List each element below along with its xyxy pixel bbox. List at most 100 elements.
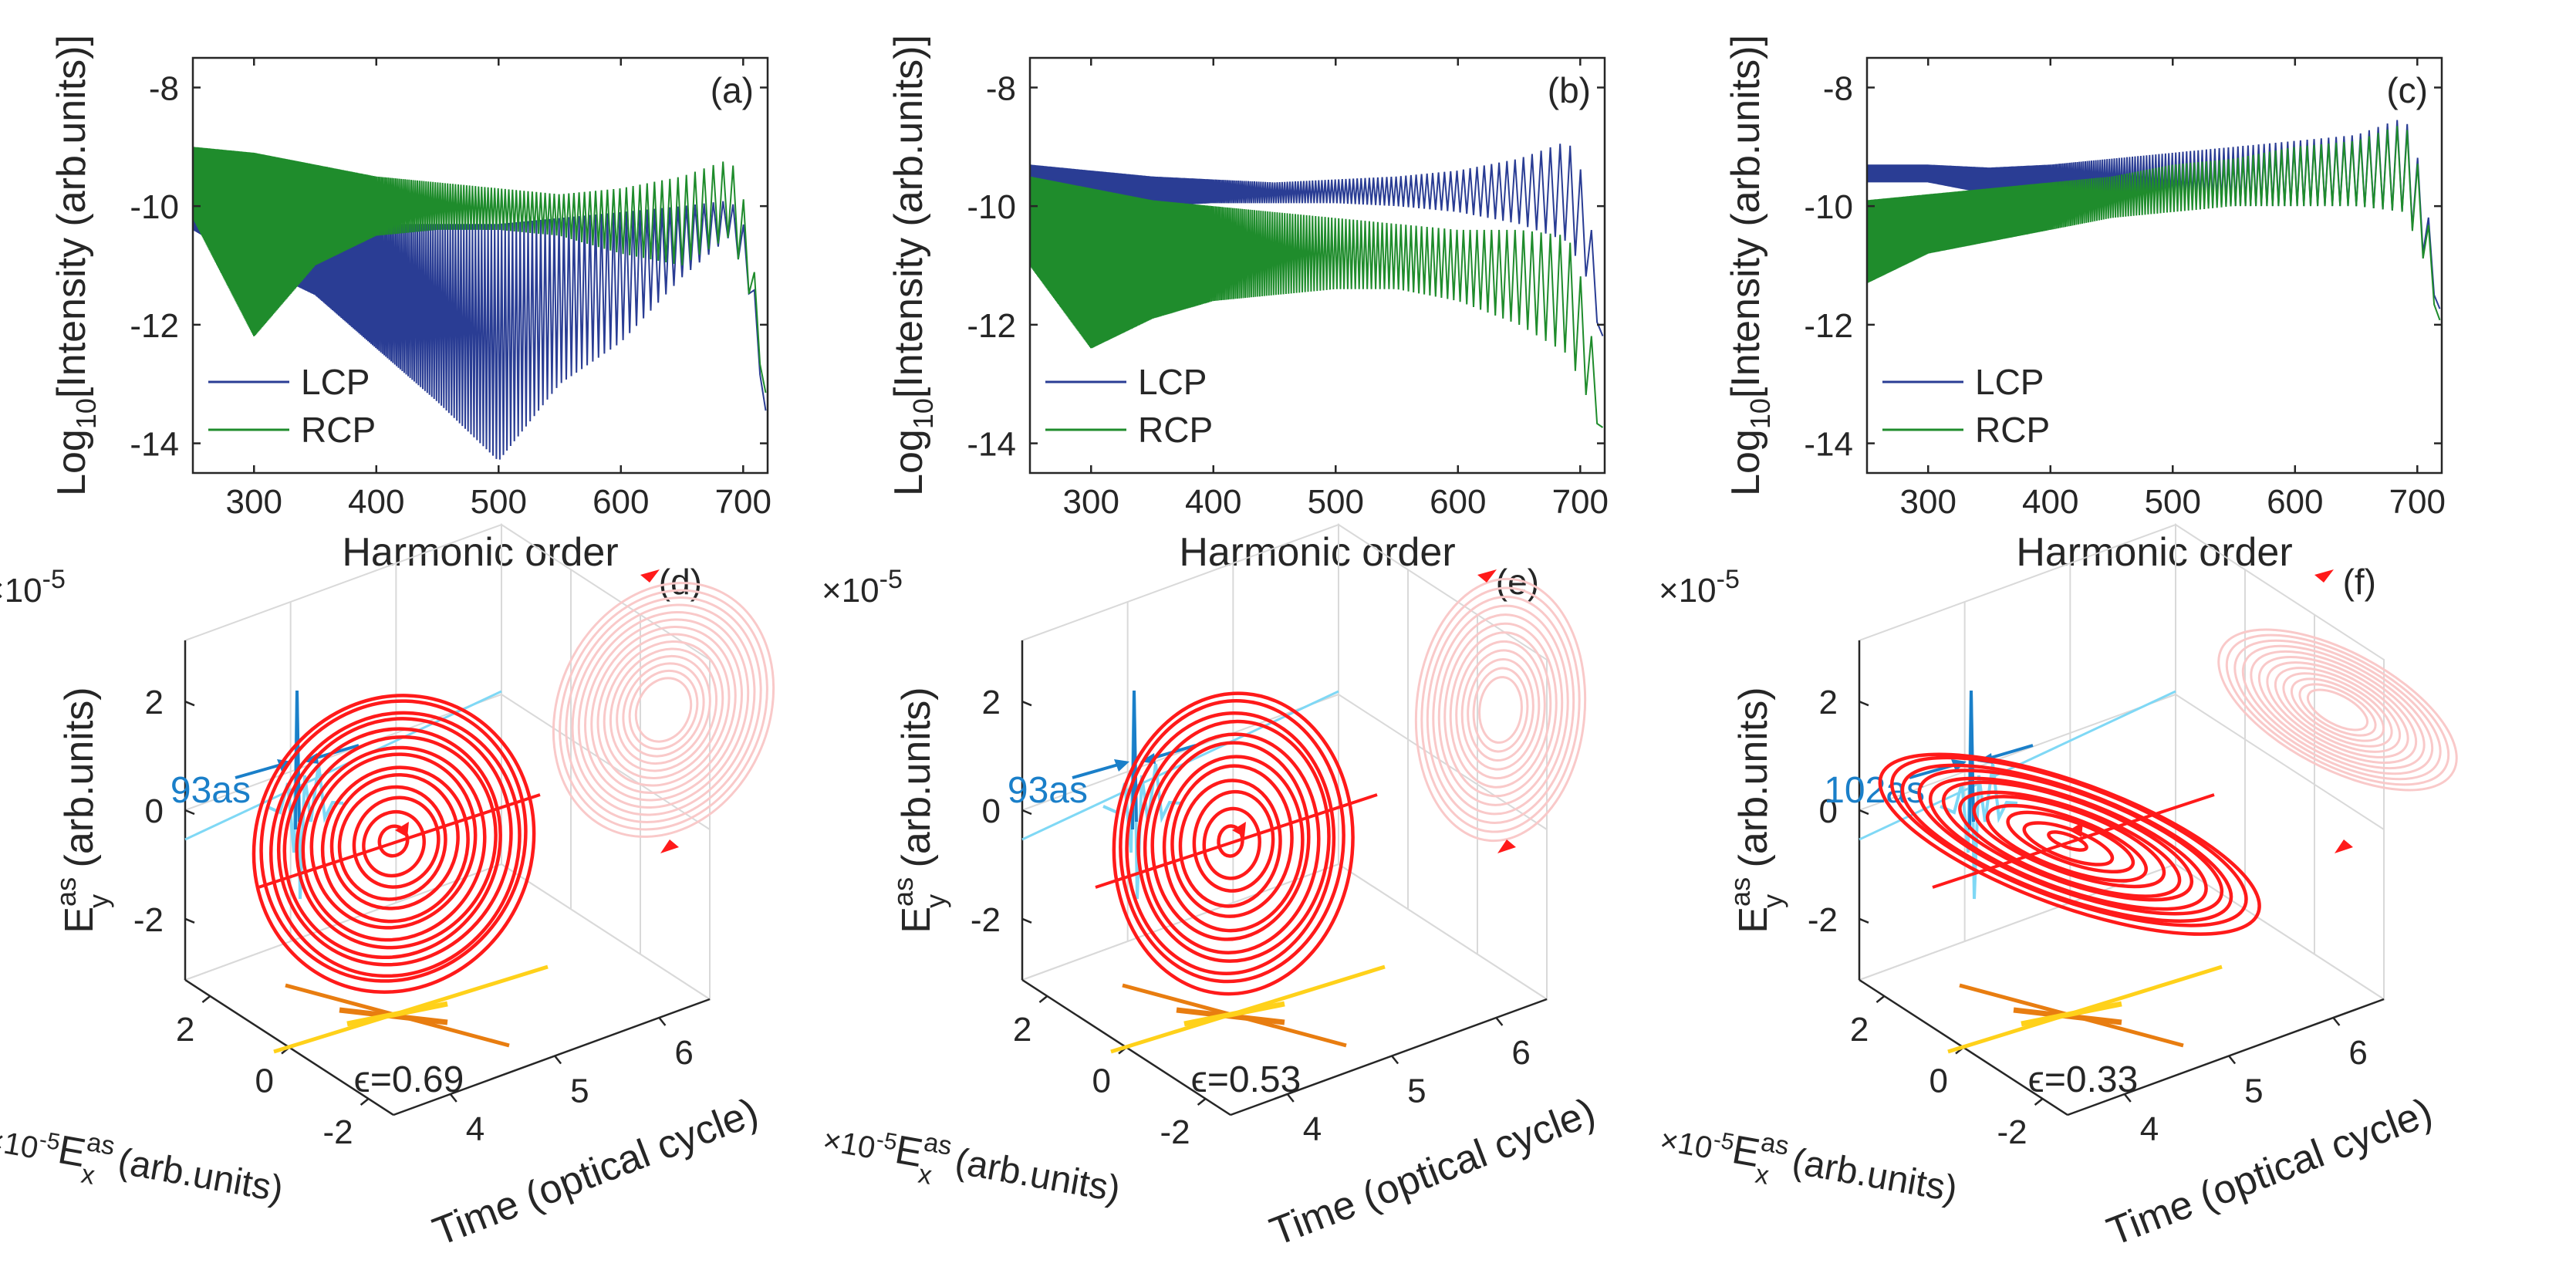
x-tick-label: 400 [348,483,404,521]
series-lcp [1867,120,2441,309]
ellipse-projection [2241,644,2434,775]
polarization-ellipse [1143,732,1321,954]
polarization-ellipse [1890,755,2248,927]
x-tick-label: 600 [1430,483,1486,521]
x-axis-label: ×10-5Easx (arb.units) [818,1110,1125,1223]
ellipse-projection [628,669,699,751]
x-tick-mark [1875,995,1886,1003]
ellipse-projection [559,589,768,831]
x-tick-label: 600 [593,483,649,521]
polarization-ellipse [1136,719,1331,963]
plot-area [1867,120,2441,321]
projection-arrow [1497,839,1516,853]
polarization-ellipse [1972,795,2166,889]
t-tick-label: 6 [2348,1034,2367,1072]
legend-label-lcp: LCP [301,362,370,402]
z-tick-mark [1021,917,1032,924]
polarization-ellipse [276,717,513,967]
pulse-duration-label: 93as [170,770,251,811]
ellipticity-label: ϵ=0.33 [2028,1059,2139,1100]
exponent-label: ×10-5 [822,565,903,610]
grid-line [184,694,502,811]
x-tick-label: 300 [226,483,282,521]
panel-f: 2 0 -2 ×10-5 Easy (arb.units) 2 0 -2 4 5 6 ×10-5Eas… [1655,523,2458,1255]
ellipse-projection [603,640,724,780]
ellipse-projection [2274,667,2402,753]
y-tick-label: -10 [1804,188,1853,226]
legend: LCP RCP [1882,362,2050,450]
polarization-ellipse [1202,806,1261,880]
t-tick-mark [449,1093,457,1103]
ellipse-projection [1432,604,1569,816]
z-tick-mark [1859,809,1869,816]
series-rcp [193,147,767,394]
panel-b: 300 400 500 600 700 -8 -10 -12 -14 Harmonic order… [886,35,1609,575]
ellipse-projection [2306,688,2369,731]
x-tick-label: 0 [1929,1062,1948,1100]
y-tick-label: -12 [967,307,1016,345]
x-tick-label: 2 [1013,1011,1031,1049]
polarization-ellipse [295,735,498,950]
grid-line [1859,694,2176,811]
z-tick-label: 2 [145,684,164,721]
series-rcp [1867,126,2441,321]
legend: LCP RCP [208,362,376,450]
t-axis-line [2067,998,2385,1116]
y-tick-label: -8 [986,69,1016,107]
polarization-ellipse [352,796,441,889]
x-tick-mark [1038,995,1048,1003]
legend: LCP RCP [1045,362,1213,450]
x-tick-label: 2 [1850,1011,1869,1049]
polarization-ellipse [1900,763,2233,923]
polarization-ellipse [329,773,460,910]
polarization-ellipse [1192,789,1275,893]
ellipse-projection [1478,676,1523,744]
z-tick-label: -2 [971,901,1001,939]
duration-arrowhead-right [303,753,319,764]
x-tick-label: 700 [1552,483,1609,521]
z-tick-label: 0 [1819,792,1838,830]
t-tick-label: 5 [570,1072,589,1110]
polarization-ellipse [1928,776,2208,911]
ellipse-projection [609,647,718,772]
grid-line [501,694,711,830]
polarization-ellipse [309,752,478,930]
legend-label-rcp: RCP [1975,410,2050,450]
polarization-ellipse [282,727,502,960]
axes-frame [1028,56,1606,475]
z-tick-label: -2 [1808,901,1838,939]
y-axis-label: Log10[Intensity (arb.units)] [886,35,939,496]
y-tick-label: -14 [1804,426,1853,464]
x-tick-label: 0 [1092,1062,1111,1100]
ellipse-projection [622,662,705,758]
polarization-ellipse [1119,699,1345,984]
z-tick-mark [1021,701,1032,707]
x-tick-mark [201,995,211,1003]
y-tick-label: -14 [967,426,1016,464]
ellipse-projection [2225,633,2450,786]
ellipse-projection [2217,628,2458,792]
ellipse-projection [634,677,693,743]
ellipse-projection [1443,622,1558,798]
ellipse-projection [2250,650,2426,770]
ellipse-projection [571,603,756,816]
ellipse-projection [577,611,750,809]
projection-arrow [2314,569,2334,583]
ellipticity-label: ϵ=0.53 [1191,1059,1302,1100]
polarization-ellipse [320,765,470,924]
ellipse-arrow [395,822,409,837]
ellipse-projection [2266,661,2409,758]
pulse-baseline [184,690,502,841]
ellipse-projection [2290,677,2385,742]
panel-a: 300 400 500 600 700 -8 -10 -12 -14 Harmonic order… [49,35,771,575]
z-tick-mark [1859,917,1869,924]
panel-label: (a) [711,70,754,110]
ellipse-projection [590,625,737,795]
polarization-ellipse [337,785,447,901]
polarization-ellipse [1917,768,2224,916]
ellipse-projection [2298,683,2377,737]
x-axis-label: ×10-5Easx (arb.units) [1655,1110,1962,1223]
z-tick-label: 0 [145,792,164,830]
polarization-ellipse [259,699,528,983]
plot-area [193,147,767,460]
